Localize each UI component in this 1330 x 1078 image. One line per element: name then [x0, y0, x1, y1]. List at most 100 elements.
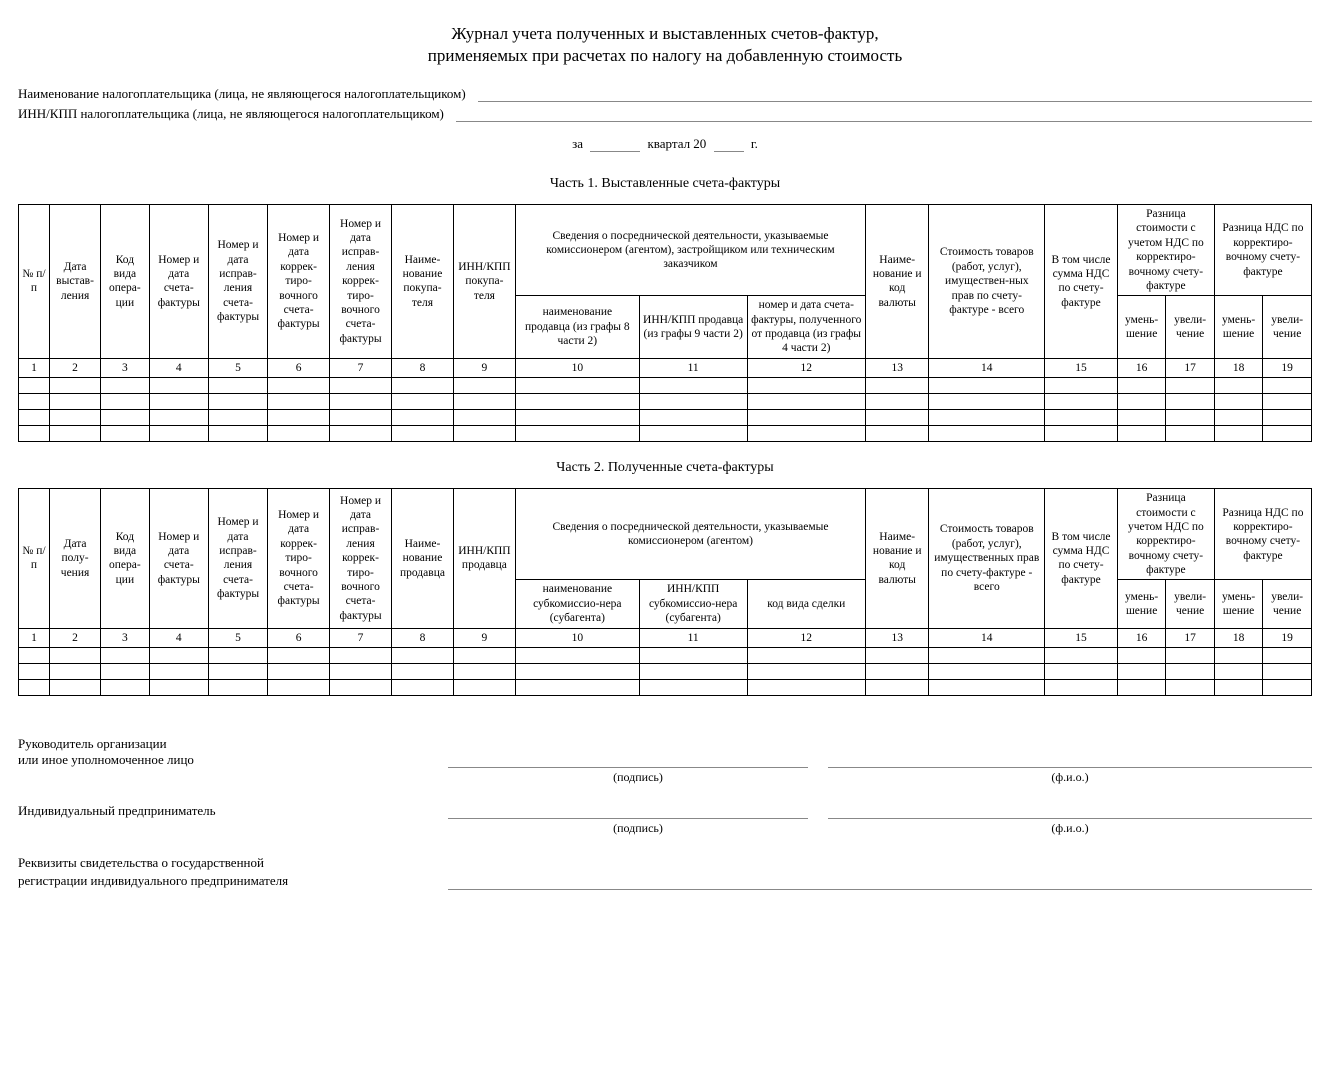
h2-c2: Дата полу-чения — [49, 489, 100, 628]
period-g: г. — [751, 136, 758, 151]
h1-c17: увели-чение — [1166, 296, 1214, 359]
table-cell — [208, 647, 267, 663]
table-cell — [1166, 663, 1214, 679]
h1-c14: Стоимость товаров (работ, услуг), имущес… — [929, 205, 1045, 359]
table-cell — [1214, 663, 1262, 679]
sig-head-podpis-caption: (подпись) — [448, 770, 828, 785]
table-cell — [929, 426, 1045, 442]
table-cell — [1166, 426, 1214, 442]
table-cell — [208, 394, 267, 410]
table-cell — [515, 679, 639, 695]
table-cell — [19, 663, 50, 679]
table-cell — [453, 679, 515, 695]
h1-c5: Номер и дата исправ-ления счета-фактуры — [208, 205, 267, 359]
table-cell — [1045, 647, 1118, 663]
table-cell — [268, 679, 330, 695]
table-cell — [639, 394, 747, 410]
h2-c7: Номер и дата исправ-ления коррек-тиро-во… — [330, 489, 392, 628]
table-cell — [747, 426, 866, 442]
sig-head-sign-line — [448, 754, 808, 768]
col-number: 18 — [1214, 358, 1262, 377]
table-row — [19, 426, 1312, 442]
sig-ip-label: Индивидуальный предприниматель — [18, 803, 448, 819]
table-cell — [1117, 394, 1165, 410]
table-cell — [515, 663, 639, 679]
table-cell — [453, 394, 515, 410]
col-number: 3 — [101, 358, 149, 377]
table-cell — [866, 663, 929, 679]
h2-c18-19: Разница НДС по корректиро-вочному счету-… — [1214, 489, 1311, 580]
h2-c11: ИНН/КПП субкомиссио-нера (субагента) — [639, 580, 747, 628]
table-cell — [1045, 679, 1118, 695]
col-number: 3 — [101, 628, 149, 647]
h1-c13: Наиме-нование и код валюты — [866, 205, 929, 359]
table-cell — [208, 663, 267, 679]
table-cell — [1117, 378, 1165, 394]
table-cell — [392, 679, 454, 695]
table-cell — [149, 410, 208, 426]
taxpayer-name-row: Наименование налогоплательщика (лица, не… — [18, 86, 1312, 102]
table-cell — [268, 378, 330, 394]
table-cell — [149, 378, 208, 394]
table-cell — [392, 394, 454, 410]
table-cell — [268, 410, 330, 426]
h2-c8: Наиме-нование продавца — [392, 489, 454, 628]
table-cell — [1214, 378, 1262, 394]
doc-title-line1: Журнал учета полученных и выставленных с… — [18, 24, 1312, 44]
table-cell — [1117, 426, 1165, 442]
table-part2: № п/п Дата полу-чения Код вида опера-ции… — [18, 488, 1312, 696]
col-number: 5 — [208, 628, 267, 647]
sig-head-line1: Руководитель организации — [18, 736, 448, 752]
table-cell — [101, 679, 149, 695]
table-cell — [19, 647, 50, 663]
col-number: 17 — [1166, 358, 1214, 377]
h1-c2: Дата выстав-ления — [49, 205, 100, 359]
table-cell — [101, 410, 149, 426]
col-number: 16 — [1117, 628, 1165, 647]
table-cell — [866, 679, 929, 695]
h2-c12: код вида сделки — [747, 580, 866, 628]
sig-reg-line2: регистрации индивидуального предпринимат… — [18, 872, 448, 890]
sig-head-label: Руководитель организации или иное уполно… — [18, 736, 448, 768]
table-row — [19, 410, 1312, 426]
col-number: 11 — [639, 358, 747, 377]
h1-c1: № п/п — [19, 205, 50, 359]
table-cell — [747, 378, 866, 394]
h2-c18: умень-шение — [1214, 580, 1262, 628]
table-cell — [1263, 394, 1312, 410]
table-cell — [1214, 410, 1262, 426]
table-cell — [1214, 679, 1262, 695]
h2-c4: Номер и дата счета-фактуры — [149, 489, 208, 628]
table-cell — [330, 426, 392, 442]
col-number: 7 — [330, 358, 392, 377]
table-cell — [1263, 378, 1312, 394]
table-cell — [392, 663, 454, 679]
table-cell — [149, 426, 208, 442]
table-cell — [1045, 378, 1118, 394]
taxpayer-name-label: Наименование налогоплательщика (лица, не… — [18, 86, 466, 102]
table-cell — [453, 378, 515, 394]
table-cell — [639, 426, 747, 442]
table-cell — [1045, 426, 1118, 442]
doc-title-line2: применяемых при расчетах по налогу на до… — [18, 46, 1312, 66]
table-cell — [19, 679, 50, 695]
table-cell — [1045, 394, 1118, 410]
h2-c15: В том числе сумма НДС по счету-фактуре — [1045, 489, 1118, 628]
table-cell — [747, 647, 866, 663]
col-number: 4 — [149, 628, 208, 647]
period-row: за квартал 20 г. — [18, 136, 1312, 152]
col-number: 10 — [515, 358, 639, 377]
table-cell — [453, 647, 515, 663]
taxpayer-inn-row: ИНН/КПП налогоплательщика (лица, не явля… — [18, 106, 1312, 122]
table-cell — [1263, 410, 1312, 426]
col-number: 9 — [453, 628, 515, 647]
col-number: 6 — [268, 358, 330, 377]
table-cell — [101, 378, 149, 394]
table-cell — [1117, 663, 1165, 679]
sig-ip-sign-line — [448, 805, 808, 819]
taxpayer-inn-line — [456, 108, 1312, 122]
table-cell — [515, 410, 639, 426]
table-cell — [208, 679, 267, 695]
h1-c19: увели-чение — [1263, 296, 1312, 359]
taxpayer-inn-label: ИНН/КПП налогоплательщика (лица, не явля… — [18, 106, 444, 122]
